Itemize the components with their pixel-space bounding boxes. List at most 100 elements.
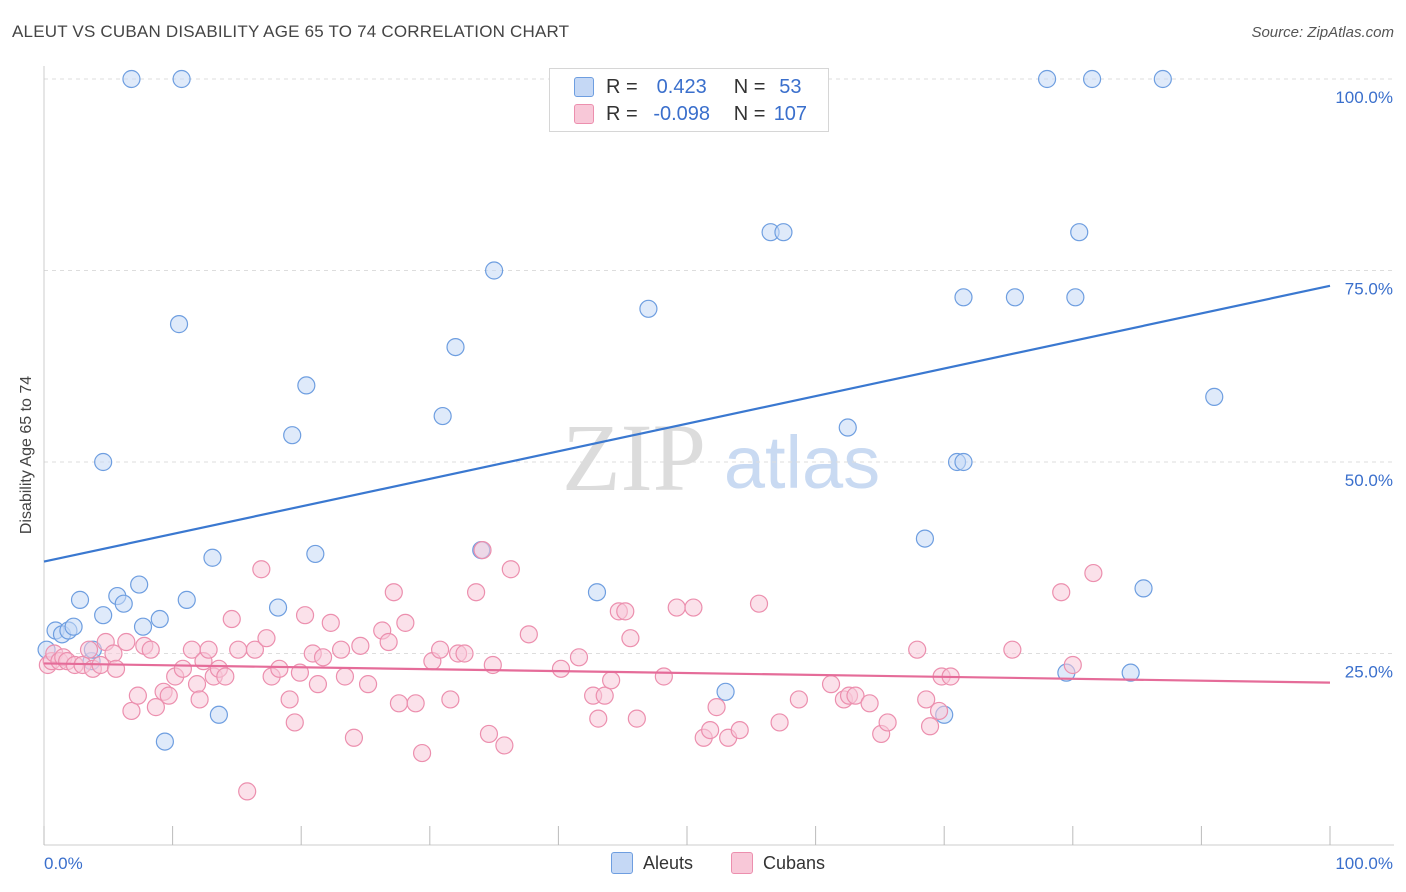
aleut-point: [177, 590, 196, 609]
aleut-point: [209, 705, 228, 724]
cuban-point: [878, 713, 897, 732]
aleut-point: [1082, 69, 1102, 89]
cuban-point: [495, 736, 514, 755]
cuban-point: [501, 560, 520, 579]
cuban-point: [479, 724, 499, 744]
cuban-point: [701, 720, 720, 740]
cuban-point: [358, 675, 378, 694]
aleut-trend-line: [43, 284, 1331, 563]
r-value: 0.423: [656, 75, 707, 98]
aleut-point: [1070, 223, 1089, 242]
cuban-point: [1003, 640, 1022, 659]
r-label: R =: [606, 75, 638, 98]
watermark-atlas: atlas: [724, 421, 880, 504]
aleut-point: [169, 315, 189, 334]
x-tick-label: 100.0%: [1335, 854, 1393, 873]
aleut-point: [283, 426, 302, 445]
aleut-point: [114, 594, 133, 613]
r-value: -0.098: [653, 102, 711, 125]
bottom-legend-cubans: Cubans: [731, 852, 825, 874]
n-value: 53: [779, 75, 802, 98]
cuban-point: [929, 701, 949, 721]
cuban-point: [141, 640, 160, 659]
chart-title: ALEUT VS CUBAN DISABILITY AGE 65 TO 74 C…: [12, 22, 570, 41]
cuban-point: [860, 694, 879, 713]
bottom-legend-aleuts: Aleuts: [611, 852, 693, 874]
tick-labels: 25.0% 50.0% 75.0% 100.0% 0.0% 100.0%: [44, 88, 1393, 873]
cuban-point: [308, 675, 328, 694]
cuban-point: [730, 720, 749, 740]
aleut-point: [172, 69, 191, 89]
n-label: N =: [733, 75, 766, 98]
cubans-swatch: [574, 104, 594, 124]
aleut-point: [433, 406, 452, 426]
aleut-point: [639, 299, 658, 318]
cuban-point: [749, 594, 769, 613]
cuban-point: [667, 598, 686, 617]
cuban-point: [280, 690, 299, 709]
aleut-point: [446, 338, 465, 357]
cuban-point: [159, 686, 178, 705]
n-label: N =: [733, 102, 766, 125]
cuban-point: [344, 728, 364, 747]
cuban-point: [551, 659, 571, 678]
cuban-point: [917, 690, 936, 709]
x-tick-label: 0.0%: [44, 854, 83, 873]
cuban-point: [412, 743, 432, 763]
aleut-point: [203, 548, 222, 567]
cuban-point: [146, 698, 165, 717]
cuban-point: [908, 640, 927, 659]
cuban-trend-line: [43, 662, 1331, 684]
axes: [43, 66, 1394, 846]
cuban-point: [589, 709, 608, 728]
cuban-point: [238, 782, 257, 801]
cuban-point: [441, 690, 460, 709]
cuban-point: [621, 629, 640, 648]
cuban-point: [351, 636, 370, 655]
cuban-point: [245, 640, 265, 659]
cuban-point: [406, 694, 425, 713]
aleut-point: [150, 609, 169, 629]
gridlines: [44, 78, 1394, 654]
aleut-point: [954, 452, 973, 472]
y-tick-label: 50.0%: [1345, 471, 1393, 490]
cuban-point: [466, 583, 486, 602]
cuban-point: [285, 713, 304, 732]
cuban-point: [216, 667, 235, 686]
cuban-point: [313, 648, 333, 667]
cuban-point: [106, 659, 126, 678]
aleut-point: [1134, 579, 1153, 598]
trend-lines: [43, 284, 1331, 684]
cuban-point: [821, 675, 841, 694]
cuban-point: [430, 640, 450, 659]
aleut-point: [1066, 288, 1085, 307]
cuban-point: [1063, 655, 1082, 675]
n-value: 107: [773, 102, 808, 125]
aleut-point: [1121, 663, 1140, 682]
cuban-point: [1052, 583, 1071, 602]
y-tick-label: 25.0%: [1345, 663, 1393, 682]
cuban-point: [389, 694, 409, 713]
cuban-point: [79, 640, 99, 659]
aleuts-legend-label: Aleuts: [643, 852, 694, 873]
cuban-point: [270, 659, 289, 678]
cubans-legend-swatch: [731, 852, 753, 874]
cuban-point: [707, 698, 726, 717]
legend-row-aleuts: R = 0.423 N = 53: [574, 74, 815, 100]
aleut-point: [133, 617, 153, 636]
cuban-point: [117, 632, 136, 652]
cuban-point: [920, 717, 940, 736]
aleut-point: [774, 223, 793, 242]
cuban-point: [331, 640, 351, 659]
cuban-point: [616, 602, 635, 621]
aleut-point: [1005, 288, 1025, 307]
cuban-point: [295, 606, 315, 625]
cuban-point: [569, 648, 589, 667]
aleut-point: [94, 452, 113, 472]
aleut-point: [915, 529, 935, 548]
cuban-point: [789, 690, 808, 709]
aleut-point: [485, 261, 504, 280]
aleut-point: [268, 598, 288, 617]
cuban-point: [252, 560, 271, 579]
